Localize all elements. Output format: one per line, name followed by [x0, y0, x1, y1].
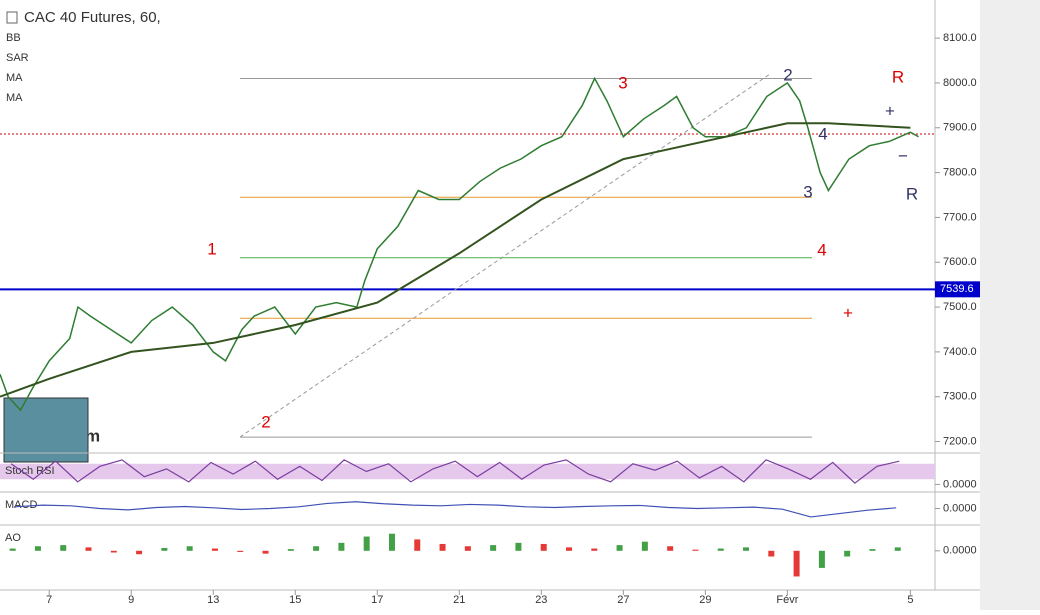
pane-label: Stoch RSI: [5, 465, 55, 477]
side-strip: [980, 0, 1040, 610]
x-tick-label: 7: [46, 594, 52, 606]
x-tick-label: 13: [207, 594, 219, 606]
price-line: [0, 122, 911, 398]
ao-bar: [894, 547, 901, 551]
x-tick-label: 15: [289, 594, 301, 606]
x-tick-label: 17: [371, 594, 383, 606]
trend-line: [239, 73, 771, 438]
x-tick-label: 23: [535, 594, 547, 606]
annotation: +: [843, 303, 853, 322]
ao-bar: [793, 550, 800, 577]
ao-bar: [237, 550, 244, 552]
level-tag: [935, 281, 980, 298]
logo-image: [3, 397, 89, 463]
ao-bar: [313, 546, 320, 551]
ao-bar: [110, 550, 117, 553]
ao-bar: [540, 543, 547, 551]
level-label: 7539.6: [940, 283, 974, 295]
y-tick-label: 7900.0: [943, 122, 977, 134]
stoch-band: [0, 463, 935, 480]
ao-bar: [768, 550, 775, 557]
annotation: 3: [803, 182, 812, 201]
y-tick-label: 7800.0: [943, 166, 977, 178]
ao-bar: [161, 547, 168, 551]
pane-label: MACD: [5, 499, 37, 511]
pane-line: [10, 459, 900, 484]
annotation: 2: [783, 65, 792, 84]
ao-bar: [388, 533, 395, 551]
x-tick-label: 27: [617, 594, 629, 606]
ao-bar: [515, 542, 522, 551]
ao-bar: [34, 546, 41, 551]
annotation: 2: [261, 412, 270, 431]
pane-label: AO: [5, 532, 21, 544]
indicator-label[interactable]: BB: [6, 32, 21, 44]
ao-bar: [717, 548, 724, 551]
ao-bar: [262, 550, 269, 554]
indicator-label[interactable]: MA: [6, 72, 23, 84]
ao-bar: [692, 549, 699, 551]
pane-tick-label: 0.0000: [943, 502, 977, 514]
ao-bar: [439, 543, 446, 551]
ao-bar: [844, 550, 851, 557]
ao-bar: [60, 545, 67, 551]
ao-bar: [9, 548, 16, 551]
ao-bar: [591, 548, 598, 551]
pane-tick-label: 0.0000: [943, 545, 977, 557]
y-tick-label: 8100.0: [943, 32, 977, 44]
annotation: 1: [207, 239, 216, 258]
x-tick-label: 9: [128, 594, 134, 606]
ao-bar: [818, 550, 825, 568]
indicator-label[interactable]: MA: [6, 92, 23, 104]
ao-bar: [85, 547, 92, 551]
annotation: 4: [817, 240, 826, 259]
ao-bar: [338, 542, 345, 551]
ao-bar: [136, 550, 143, 555]
annotation: 4: [818, 124, 827, 143]
y-tick-label: 7200.0: [943, 435, 977, 447]
x-tick-label: Févr: [776, 594, 798, 606]
ao-bar: [414, 539, 421, 551]
indicator-label[interactable]: SAR: [6, 52, 29, 64]
y-tick-label: 7300.0: [943, 391, 977, 403]
ao-bar: [869, 549, 876, 551]
annotation: +: [885, 101, 895, 120]
x-tick-label: 21: [453, 594, 465, 606]
annotation: −: [898, 146, 908, 165]
pane-line: [14, 501, 897, 518]
x-tick-label: 29: [699, 594, 711, 606]
ao-bar: [211, 548, 218, 551]
ao-bar: [565, 547, 572, 551]
annotation: R: [906, 184, 918, 203]
y-tick-label: 8000.0: [943, 77, 977, 89]
y-tick-label: 7500.0: [943, 301, 977, 313]
ao-bar: [186, 546, 193, 551]
ao-bar: [490, 545, 497, 551]
price-line: [0, 76, 919, 412]
pane-tick-label: 0.0000: [943, 478, 977, 490]
ao-bar: [464, 546, 471, 551]
ao-bar: [363, 536, 370, 551]
ao-bar: [641, 541, 648, 551]
ao-bar: [743, 547, 750, 551]
ao-bar: [667, 546, 674, 551]
y-tick-label: 7400.0: [943, 346, 977, 358]
y-tick-label: 7700.0: [943, 211, 977, 223]
collapse-icon[interactable]: [6, 11, 18, 24]
ao-bar: [616, 545, 623, 551]
chart-title: CAC 40 Futures, 60,: [24, 9, 161, 26]
ao-bar: [287, 549, 294, 551]
x-tick-label: 5: [907, 594, 913, 606]
y-tick-label: 7600.0: [943, 256, 977, 268]
annotation: 3: [618, 73, 627, 92]
annotation: R: [892, 67, 904, 86]
